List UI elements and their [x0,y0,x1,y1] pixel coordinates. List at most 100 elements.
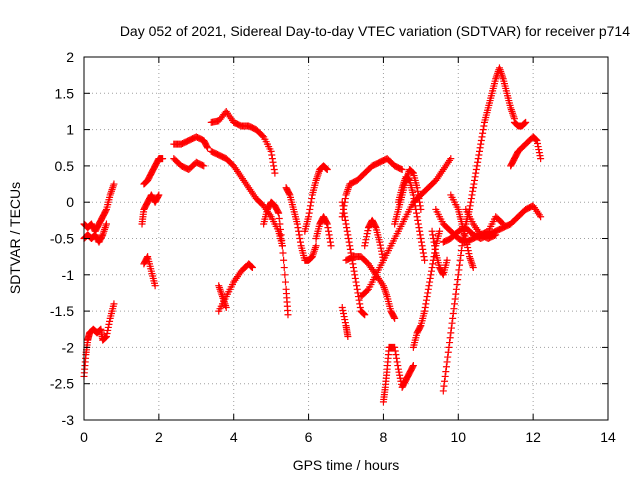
data-point [427,267,435,275]
data-point [474,158,482,166]
series-arc-01 [80,180,118,235]
data-point [472,169,480,177]
series-arc-15 [301,162,331,235]
data-point [338,303,346,311]
data-point [340,310,348,318]
data-point [279,249,287,257]
data-point [341,216,349,224]
data-point [447,329,455,337]
y-tick-label: -1.5 [50,303,74,319]
data-point [247,262,255,270]
data-point [339,306,347,314]
data-point [350,267,358,275]
data-point [471,173,479,181]
x-tick-label: 0 [80,429,88,445]
data-point [412,209,420,217]
data-point [416,202,424,210]
x-tick-label: 2 [155,429,163,445]
data-point [477,136,485,144]
data-point [341,195,349,203]
data-point [353,285,361,293]
data-point [376,241,384,249]
data-point [323,165,331,173]
data-point [452,290,460,298]
data-point [276,220,284,228]
data-point [340,209,348,217]
data-point [441,372,449,380]
series-arc-26 [409,227,444,351]
series-arc-24 [394,173,429,264]
data-point [280,264,288,272]
series-arc-34 [462,205,500,242]
data-point [359,310,367,318]
data-point [416,227,424,235]
data-point [462,235,470,242]
x-axis-label: GPS time / hours [293,457,400,473]
y-tick-label: -0.5 [50,231,74,247]
data-point [308,195,316,203]
data-point [417,205,425,213]
data-point [104,326,112,334]
data-point [258,132,266,140]
data-point [306,205,314,213]
data-point [362,236,370,244]
data-point [341,213,349,221]
data-point [390,313,398,321]
data-point [354,289,362,297]
data-point [520,120,528,128]
data-point [151,282,159,290]
data-point [397,165,405,173]
data-point [325,231,333,239]
data-point [312,242,320,250]
data-point [102,207,110,215]
data-point [278,236,286,244]
grid [84,57,608,420]
data-point [535,146,543,154]
series-arc-19 [338,303,352,341]
data-point [360,310,368,318]
data-point [421,303,429,311]
data-point [443,358,451,366]
series-arc-06 [140,253,159,290]
data-point [343,227,351,235]
data-point [345,238,353,246]
data-point [439,387,447,395]
data-point [269,158,277,166]
data-point [469,184,477,192]
y-axis-ticks: -3 -2.5 -2 -1.5 -1 -0.5 0 0.5 1 1.5 2 [50,49,608,428]
data-point [101,334,109,342]
data-point [376,238,384,246]
data-point [464,247,472,255]
data-point [444,348,452,356]
data-point [361,239,369,247]
data-point [280,256,288,264]
data-point [344,231,352,239]
data-point [391,347,399,355]
data-point [377,244,385,252]
data-point [535,149,543,157]
data-point [296,238,304,246]
data-point [98,232,106,240]
data-point [324,224,332,232]
series-arc-18 [338,198,369,319]
data-point [422,300,430,308]
data-point [431,245,439,253]
data-point [442,368,450,376]
y-tick-label: 0 [66,194,74,210]
data-point [472,166,480,174]
data-point [363,287,371,295]
data-point [413,184,421,192]
data-point [395,368,403,376]
data-point [323,219,331,227]
data-point [415,195,423,203]
data-point [305,209,313,217]
series-arc-32 [510,118,530,130]
data-point [424,289,432,297]
data-point [391,343,399,351]
series-arc-21 [357,155,455,301]
data-point [274,208,282,216]
data-point [521,119,529,127]
data-point [450,305,458,313]
data-point [305,213,313,221]
